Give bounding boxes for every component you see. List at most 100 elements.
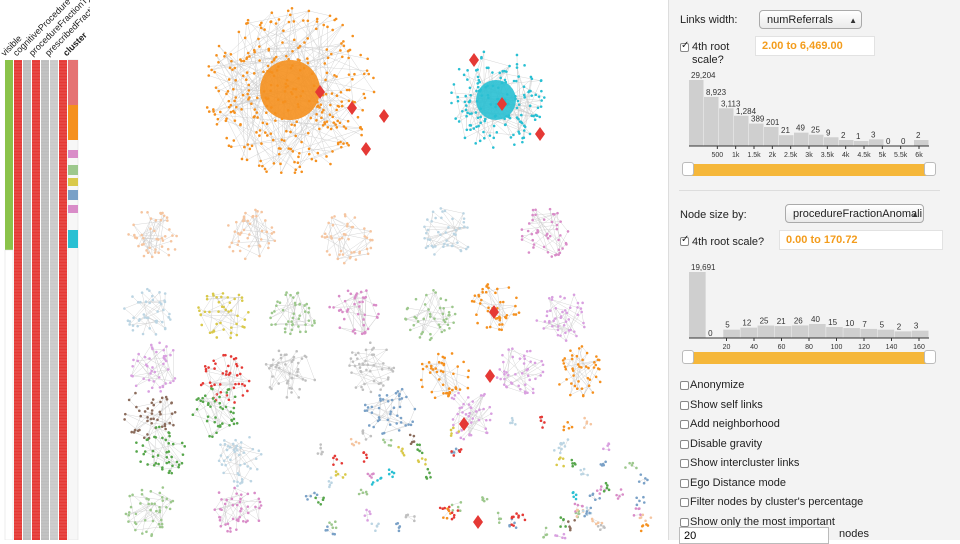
- cluster[interactable]: [567, 519, 576, 531]
- cluster[interactable]: [555, 456, 565, 467]
- histogram-bar[interactable]: [779, 135, 794, 146]
- cluster[interactable]: [364, 509, 372, 522]
- anomaly-marker[interactable]: [361, 142, 371, 156]
- histogram-bar[interactable]: [719, 108, 734, 146]
- cluster[interactable]: [496, 347, 545, 394]
- cluster[interactable]: [409, 434, 415, 445]
- cluster[interactable]: [200, 354, 251, 404]
- cluster[interactable]: [640, 523, 649, 532]
- links-width-select[interactable]: numReferrals ▲: [759, 10, 862, 29]
- links-range-slider[interactable]: [684, 164, 934, 176]
- links-slider-max-handle[interactable]: [924, 162, 936, 176]
- cluster[interactable]: [633, 507, 642, 516]
- histogram-bar[interactable]: [839, 140, 854, 146]
- node-range-slider[interactable]: [684, 352, 934, 364]
- node-scale-checkbox[interactable]: [680, 237, 689, 246]
- cluster[interactable]: [321, 213, 374, 264]
- cluster[interactable]: [367, 472, 375, 478]
- links-slider-min-handle[interactable]: [682, 162, 694, 176]
- histogram-bar[interactable]: [826, 327, 843, 338]
- histogram-bar[interactable]: [824, 137, 839, 146]
- cluster[interactable]: [335, 470, 347, 478]
- cluster[interactable]: [416, 443, 423, 454]
- cluster[interactable]: [269, 291, 316, 335]
- links-scale-checkbox[interactable]: [680, 43, 689, 52]
- cluster[interactable]: [192, 387, 239, 438]
- cluster[interactable]: [562, 421, 573, 431]
- histogram-bar[interactable]: [740, 328, 757, 338]
- histogram-bar[interactable]: [749, 124, 764, 146]
- anomaly-marker[interactable]: [473, 515, 483, 529]
- cluster[interactable]: [508, 518, 517, 529]
- cluster[interactable]: [425, 468, 432, 480]
- cluster[interactable]: [317, 443, 324, 455]
- histogram-bar[interactable]: [734, 116, 749, 146]
- cluster[interactable]: [364, 388, 416, 435]
- histogram-bar[interactable]: [723, 330, 740, 338]
- cluster[interactable]: [197, 292, 249, 339]
- cluster[interactable]: [603, 482, 610, 493]
- cluster[interactable]: [450, 51, 545, 149]
- option-checkbox-7[interactable]: [680, 518, 689, 527]
- node-slider-max-handle[interactable]: [924, 350, 936, 364]
- anomaly-marker[interactable]: [535, 127, 545, 141]
- cluster[interactable]: [615, 488, 624, 500]
- cluster[interactable]: [361, 429, 372, 440]
- cluster[interactable]: [348, 341, 395, 393]
- cluster[interactable]: [521, 208, 570, 258]
- histogram-bar[interactable]: [689, 80, 704, 146]
- cluster[interactable]: [127, 211, 178, 258]
- cluster[interactable]: [206, 7, 375, 174]
- histogram-bar[interactable]: [914, 140, 929, 146]
- histogram-bar[interactable]: [764, 127, 779, 146]
- cluster[interactable]: [451, 392, 493, 441]
- histogram-bar[interactable]: [912, 331, 929, 338]
- cluster[interactable]: [624, 462, 638, 469]
- histogram-bar[interactable]: [689, 272, 706, 338]
- cluster[interactable]: [539, 416, 546, 429]
- option-checkbox-5[interactable]: [680, 479, 689, 488]
- cluster[interactable]: [324, 525, 336, 535]
- cluster[interactable]: [265, 350, 316, 399]
- option-checkbox-3[interactable]: [680, 440, 689, 449]
- histogram-bar[interactable]: [895, 331, 912, 338]
- cluster[interactable]: [559, 516, 567, 528]
- node-size-select[interactable]: procedureFractionAnomali ▲: [785, 204, 924, 223]
- histogram-bar[interactable]: [878, 330, 895, 338]
- network-graph[interactable]: [90, 0, 655, 540]
- histogram-bar[interactable]: [792, 325, 809, 338]
- cluster[interactable]: [328, 520, 337, 529]
- histogram-bar[interactable]: [860, 329, 877, 338]
- cluster[interactable]: [583, 417, 592, 429]
- option-checkbox-6[interactable]: [680, 498, 689, 507]
- option-checkbox-0[interactable]: [680, 381, 689, 390]
- histogram-bar[interactable]: [869, 139, 884, 146]
- cluster[interactable]: [332, 455, 343, 466]
- anomaly-marker[interactable]: [485, 369, 495, 383]
- cluster[interactable]: [597, 524, 606, 531]
- cluster[interactable]: [328, 289, 379, 335]
- option-checkbox-1[interactable]: [680, 401, 689, 410]
- histogram-bar[interactable]: [775, 326, 792, 338]
- cluster[interactable]: [451, 501, 462, 512]
- cluster[interactable]: [535, 293, 585, 341]
- cluster[interactable]: [481, 496, 488, 502]
- cluster[interactable]: [397, 446, 405, 457]
- cluster[interactable]: [382, 439, 392, 447]
- cluster[interactable]: [542, 527, 548, 539]
- cluster[interactable]: [213, 487, 262, 533]
- cluster[interactable]: [423, 207, 469, 256]
- cluster[interactable]: [558, 345, 601, 397]
- cluster[interactable]: [638, 473, 649, 484]
- histogram-bar[interactable]: [809, 324, 826, 338]
- cluster[interactable]: [579, 468, 589, 477]
- cluster[interactable]: [404, 289, 456, 341]
- cluster[interactable]: [123, 288, 172, 336]
- cluster[interactable]: [471, 283, 520, 331]
- histogram-bar[interactable]: [758, 326, 775, 338]
- option-checkbox-2[interactable]: [680, 420, 689, 429]
- cluster[interactable]: [388, 468, 396, 478]
- cluster[interactable]: [370, 522, 379, 532]
